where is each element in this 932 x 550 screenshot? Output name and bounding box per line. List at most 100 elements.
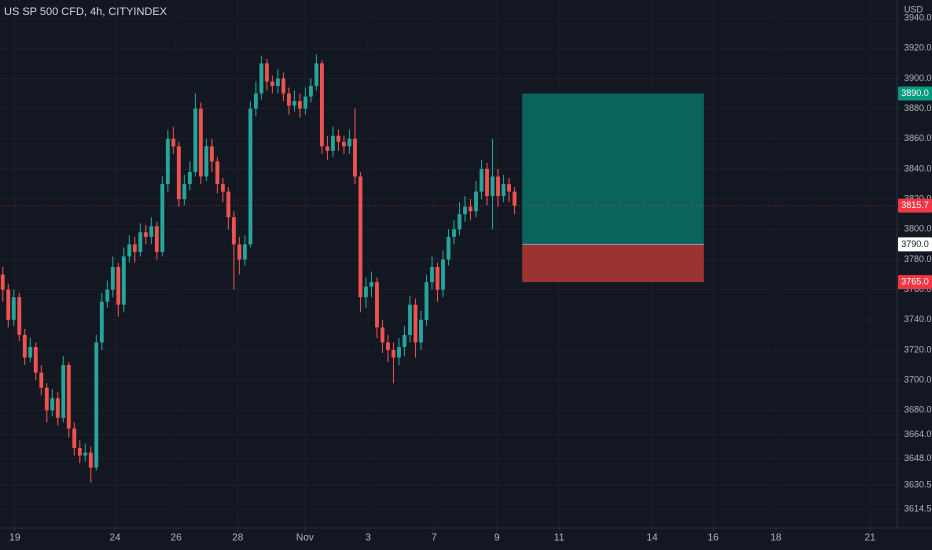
candle-body [259, 63, 264, 94]
x-tick-label: 14 [647, 533, 659, 544]
candle-body [430, 267, 434, 283]
candle-body [496, 176, 500, 197]
candle-body [468, 206, 473, 212]
x-tick-label: 24 [109, 533, 121, 544]
y-tick-label: 3860.0 [904, 133, 932, 143]
candle-body [50, 398, 55, 411]
candle-body [264, 63, 269, 82]
candle-body [441, 259, 445, 290]
candle-body [303, 96, 308, 109]
candle-body [132, 244, 137, 252]
candle-body [375, 282, 379, 328]
candle-body [237, 244, 242, 260]
price-label-box [898, 86, 932, 101]
candle-body [320, 63, 324, 147]
candle-body [270, 81, 275, 86]
candle-body [94, 342, 99, 468]
candle-body [171, 138, 176, 147]
candle-body [485, 168, 489, 197]
candle-body [336, 135, 341, 142]
y-tick-label: 3680.0 [904, 405, 932, 415]
candle-body [446, 236, 451, 260]
price-label: 3790.0 [901, 239, 929, 249]
y-tick-label: 3700.0 [904, 375, 932, 385]
candle-body [386, 342, 390, 350]
y-tick-label: 3720.0 [904, 344, 932, 354]
candle-body [408, 304, 412, 335]
x-tick-label: 3 [365, 533, 371, 544]
candle-body [512, 191, 517, 206]
x-tick-label: 9 [494, 533, 500, 544]
x-tick-label: 18 [770, 533, 782, 544]
candle-body [380, 327, 385, 343]
candle-body [6, 289, 11, 320]
candle-body [55, 398, 60, 418]
x-tick-label: Nov [296, 533, 314, 544]
candle-body [297, 101, 302, 109]
candle-body [391, 349, 396, 358]
candle-body [165, 138, 170, 185]
candle-body [501, 184, 506, 197]
candle-body [154, 226, 159, 252]
y-tick-label: 3920.0 [904, 43, 932, 53]
y-tick-label: 3940.0 [904, 12, 932, 22]
candle-body [369, 282, 374, 287]
grid [0, 0, 897, 528]
candle-body [292, 101, 297, 106]
candle-body [248, 108, 253, 245]
candle-body [105, 289, 110, 302]
loss-zone [522, 244, 704, 283]
candle-body [61, 365, 66, 418]
candle-body [193, 108, 198, 172]
candle-body [364, 286, 368, 298]
candle-body [182, 184, 187, 200]
currency-label: USD [904, 4, 924, 14]
candle-body [242, 244, 247, 260]
x-tick-label: 21 [864, 533, 876, 544]
candle-body [28, 346, 33, 358]
y-tick-label: 3648.0 [904, 453, 932, 463]
candle-body [457, 214, 462, 230]
candle-body [490, 176, 495, 197]
candle-body [397, 346, 401, 358]
candle-body [22, 334, 27, 358]
price-label: 3765.0 [901, 276, 929, 286]
candle-body [33, 346, 38, 373]
y-tick-label: 3614.5 [904, 504, 932, 514]
candle-body [176, 146, 181, 200]
price-label: 3815.7 [901, 200, 929, 210]
x-tick-label: 11 [554, 533, 565, 544]
candle-body [231, 217, 236, 245]
candle-body [149, 226, 154, 237]
candle-body [347, 138, 352, 147]
x-tick-label: 7 [431, 533, 437, 544]
candle-body [402, 334, 407, 347]
x-tick-label: 19 [9, 533, 21, 544]
candle-body [209, 146, 214, 162]
candle-body [275, 78, 280, 86]
candle-body [474, 191, 478, 212]
candle-body [507, 184, 511, 192]
candle-body [452, 229, 456, 237]
profit-zone [522, 93, 704, 245]
candle-body [479, 168, 484, 192]
y-tick-label: 3664.0 [904, 429, 932, 439]
candle-body [11, 297, 16, 320]
candle-body [77, 448, 82, 456]
candle-body [331, 135, 335, 151]
candle-body [198, 108, 203, 177]
candle-body [88, 452, 93, 468]
price-label-box [898, 275, 932, 290]
candle-body [253, 93, 258, 109]
axes: 3940.0 3920.0 3900.0 3880.0 3860.0 3840.0 3820… [9, 12, 932, 544]
plot [0, 54, 897, 483]
candle-body [358, 176, 363, 298]
candle-body [413, 304, 418, 343]
candle-body [110, 267, 115, 290]
candle-body [72, 428, 77, 449]
candle-body [66, 365, 71, 429]
candle-body [204, 146, 209, 177]
candle-body [127, 244, 132, 257]
price-label-box [898, 198, 932, 213]
candle-body [424, 282, 429, 320]
